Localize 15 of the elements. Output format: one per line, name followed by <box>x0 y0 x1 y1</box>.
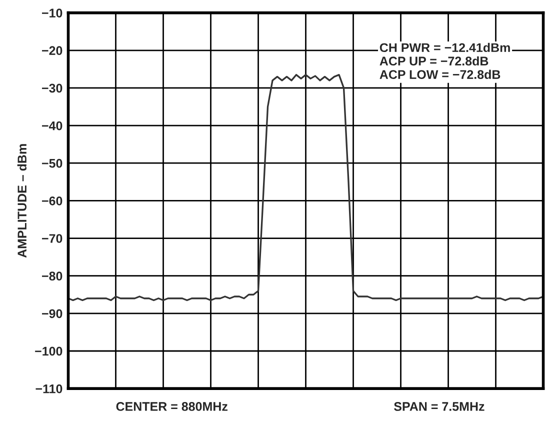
y-tick-label: −40 <box>42 121 62 130</box>
text: CENTER = 880MHz <box>116 402 228 411</box>
y-tick-label: −10 <box>42 8 62 18</box>
y-tick-label: −80 <box>42 272 62 280</box>
y-tick-label: −70 <box>42 234 62 243</box>
y-axis-title: AMPLITUDE – dBm <box>17 144 27 258</box>
annotation: CH PWR = −12.41dBm ACP UP = −72.8dB ACP LOW = −72.8dB <box>380 42 510 79</box>
y-tick-label: −60 <box>42 196 62 206</box>
text: SPAN = 7.5MHz <box>394 402 484 411</box>
y-tick-label: −50 <box>42 158 62 168</box>
y-tick-label: −20 <box>42 46 62 56</box>
y-tick-label: −100 <box>35 346 62 356</box>
y-tick-label: −90 <box>42 309 62 318</box>
y-tick-label: −30 <box>42 84 62 93</box>
y-tick-label: −110 <box>36 384 62 394</box>
